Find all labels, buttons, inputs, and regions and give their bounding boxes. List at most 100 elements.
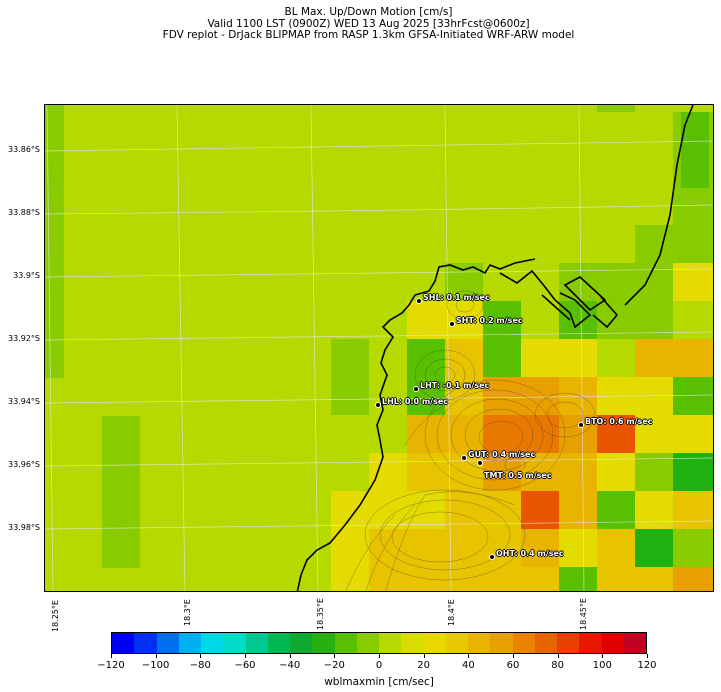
station-marker-tmt[interactable] [477, 460, 483, 466]
field-cell [597, 339, 635, 377]
x-tick-label: 18.3°E [183, 599, 192, 626]
station-marker-shl[interactable] [416, 298, 422, 304]
y-tick-label: 33.98°S [8, 523, 40, 532]
colorbar-segment [579, 633, 602, 653]
field-cell [635, 491, 673, 529]
field-cell [597, 415, 635, 453]
field-cell [331, 339, 369, 415]
field-cell [635, 529, 673, 567]
colorbar-tick-label: −80 [189, 660, 211, 671]
field-cell [559, 491, 597, 529]
colorbar-segment [512, 633, 535, 653]
field-cell [369, 529, 445, 591]
colorbar-tick-label: −120 [97, 660, 125, 671]
coastline [296, 105, 694, 591]
field-cell [559, 529, 597, 567]
field-cell [483, 453, 521, 491]
colorbar-tick-mark [289, 654, 291, 658]
colorbar-segment [223, 633, 246, 653]
field-cell [635, 415, 713, 453]
colorbar-segment [534, 633, 557, 653]
map-panel[interactable] [44, 104, 714, 592]
station-label-gut: GUT: 0.4 m/sec [468, 450, 536, 459]
y-tick-label: 33.9°S [13, 271, 40, 280]
station-marker-lht[interactable] [413, 386, 419, 392]
field-cell [483, 339, 521, 377]
field-cell [521, 529, 559, 567]
field-cell [635, 225, 713, 263]
colorbar-segment [178, 633, 201, 653]
field-cell [521, 567, 559, 591]
station-label-tmt: TMT: 0.5 m/sec [484, 471, 552, 480]
chart-title-line2: Valid 1100 LST (0900Z) WED 13 Aug 2025 [… [207, 18, 530, 30]
x-tick-label: 18.35°E [316, 598, 325, 630]
colorbar-segment [156, 633, 179, 653]
colorbar-label: wblmaxmin [cm/sec] [324, 676, 434, 688]
field-cell [521, 339, 597, 377]
field-cell [673, 529, 713, 567]
field-cell [673, 491, 713, 529]
colorbar-tick-label: −40 [279, 660, 301, 671]
field-cell [407, 415, 483, 453]
colorbar-segment [379, 633, 402, 653]
field-cell [681, 112, 709, 142]
colorbar-tick-label: 80 [551, 660, 565, 671]
colorbar-tick-label: −60 [234, 660, 256, 671]
colorbar-segment [134, 633, 157, 653]
colorbar-segment [557, 633, 580, 653]
colorbar-tick-mark [513, 654, 514, 658]
terrain-contours [345, 290, 596, 591]
field-cell [483, 263, 559, 301]
colorbar-tick-mark [423, 654, 425, 658]
field-cell [673, 453, 713, 491]
x-tick-label: 18.4°E [447, 599, 456, 626]
station-label-lhl: LHL: 0.0 m/sec [382, 397, 449, 406]
field-cell [445, 301, 483, 339]
station-marker-gut[interactable] [461, 455, 467, 461]
colorbar-segment [201, 633, 224, 653]
field-cell [673, 263, 713, 301]
colorbar-tick-mark [602, 654, 604, 658]
field-cell [483, 377, 559, 415]
y-tick-label: 33.92°S [8, 334, 40, 343]
colorbar-tick-label: 100 [592, 660, 612, 671]
colorbar-segment [112, 633, 135, 653]
colorbar-segment [601, 633, 624, 653]
colorbar-tick-mark [557, 654, 559, 658]
field-cell [407, 301, 445, 339]
station-marker-lhl[interactable] [375, 402, 381, 408]
colorbar-segment [312, 633, 335, 653]
field-cell [673, 301, 713, 339]
colorbar-tick-mark [647, 654, 648, 658]
field-cell [559, 377, 597, 415]
colorbar-segment [401, 633, 424, 653]
field-cell [597, 529, 635, 567]
field-cell [559, 263, 673, 301]
station-label-sht: SHT: 0.2 m/sec [456, 316, 523, 325]
colorbar-tick-mark [334, 654, 336, 658]
station-marker-oht[interactable] [489, 554, 495, 560]
colorbar-segment [334, 633, 357, 653]
field-cell [673, 567, 713, 591]
colorbar-segment [623, 633, 646, 653]
field-cell [445, 339, 483, 377]
station-label-lht: LHT: -0.1 m/sec [420, 381, 490, 390]
y-tick-label: 33.86°S [8, 145, 40, 154]
field-cell [331, 491, 369, 529]
station-label-oht: OHT: 0.4 m/sec [496, 549, 564, 558]
field-cell [483, 415, 559, 453]
colorbar-tick-label: −100 [141, 660, 170, 671]
field-cell [369, 453, 407, 491]
colorbar-tick-label: 60 [506, 660, 520, 671]
field-cell [331, 529, 369, 591]
field-cell [681, 142, 709, 188]
station-marker-sht[interactable] [449, 321, 455, 327]
colorbar-segment [267, 633, 290, 653]
station-marker-bto[interactable] [578, 422, 584, 428]
colorbar-tick-label: 120 [637, 660, 657, 671]
field-cells [45, 105, 713, 591]
colorbar-tick-mark [155, 654, 157, 658]
colorbar-segment [468, 633, 491, 653]
colorbar-tick-mark [379, 654, 380, 658]
colorbar-tick-mark [468, 654, 470, 658]
